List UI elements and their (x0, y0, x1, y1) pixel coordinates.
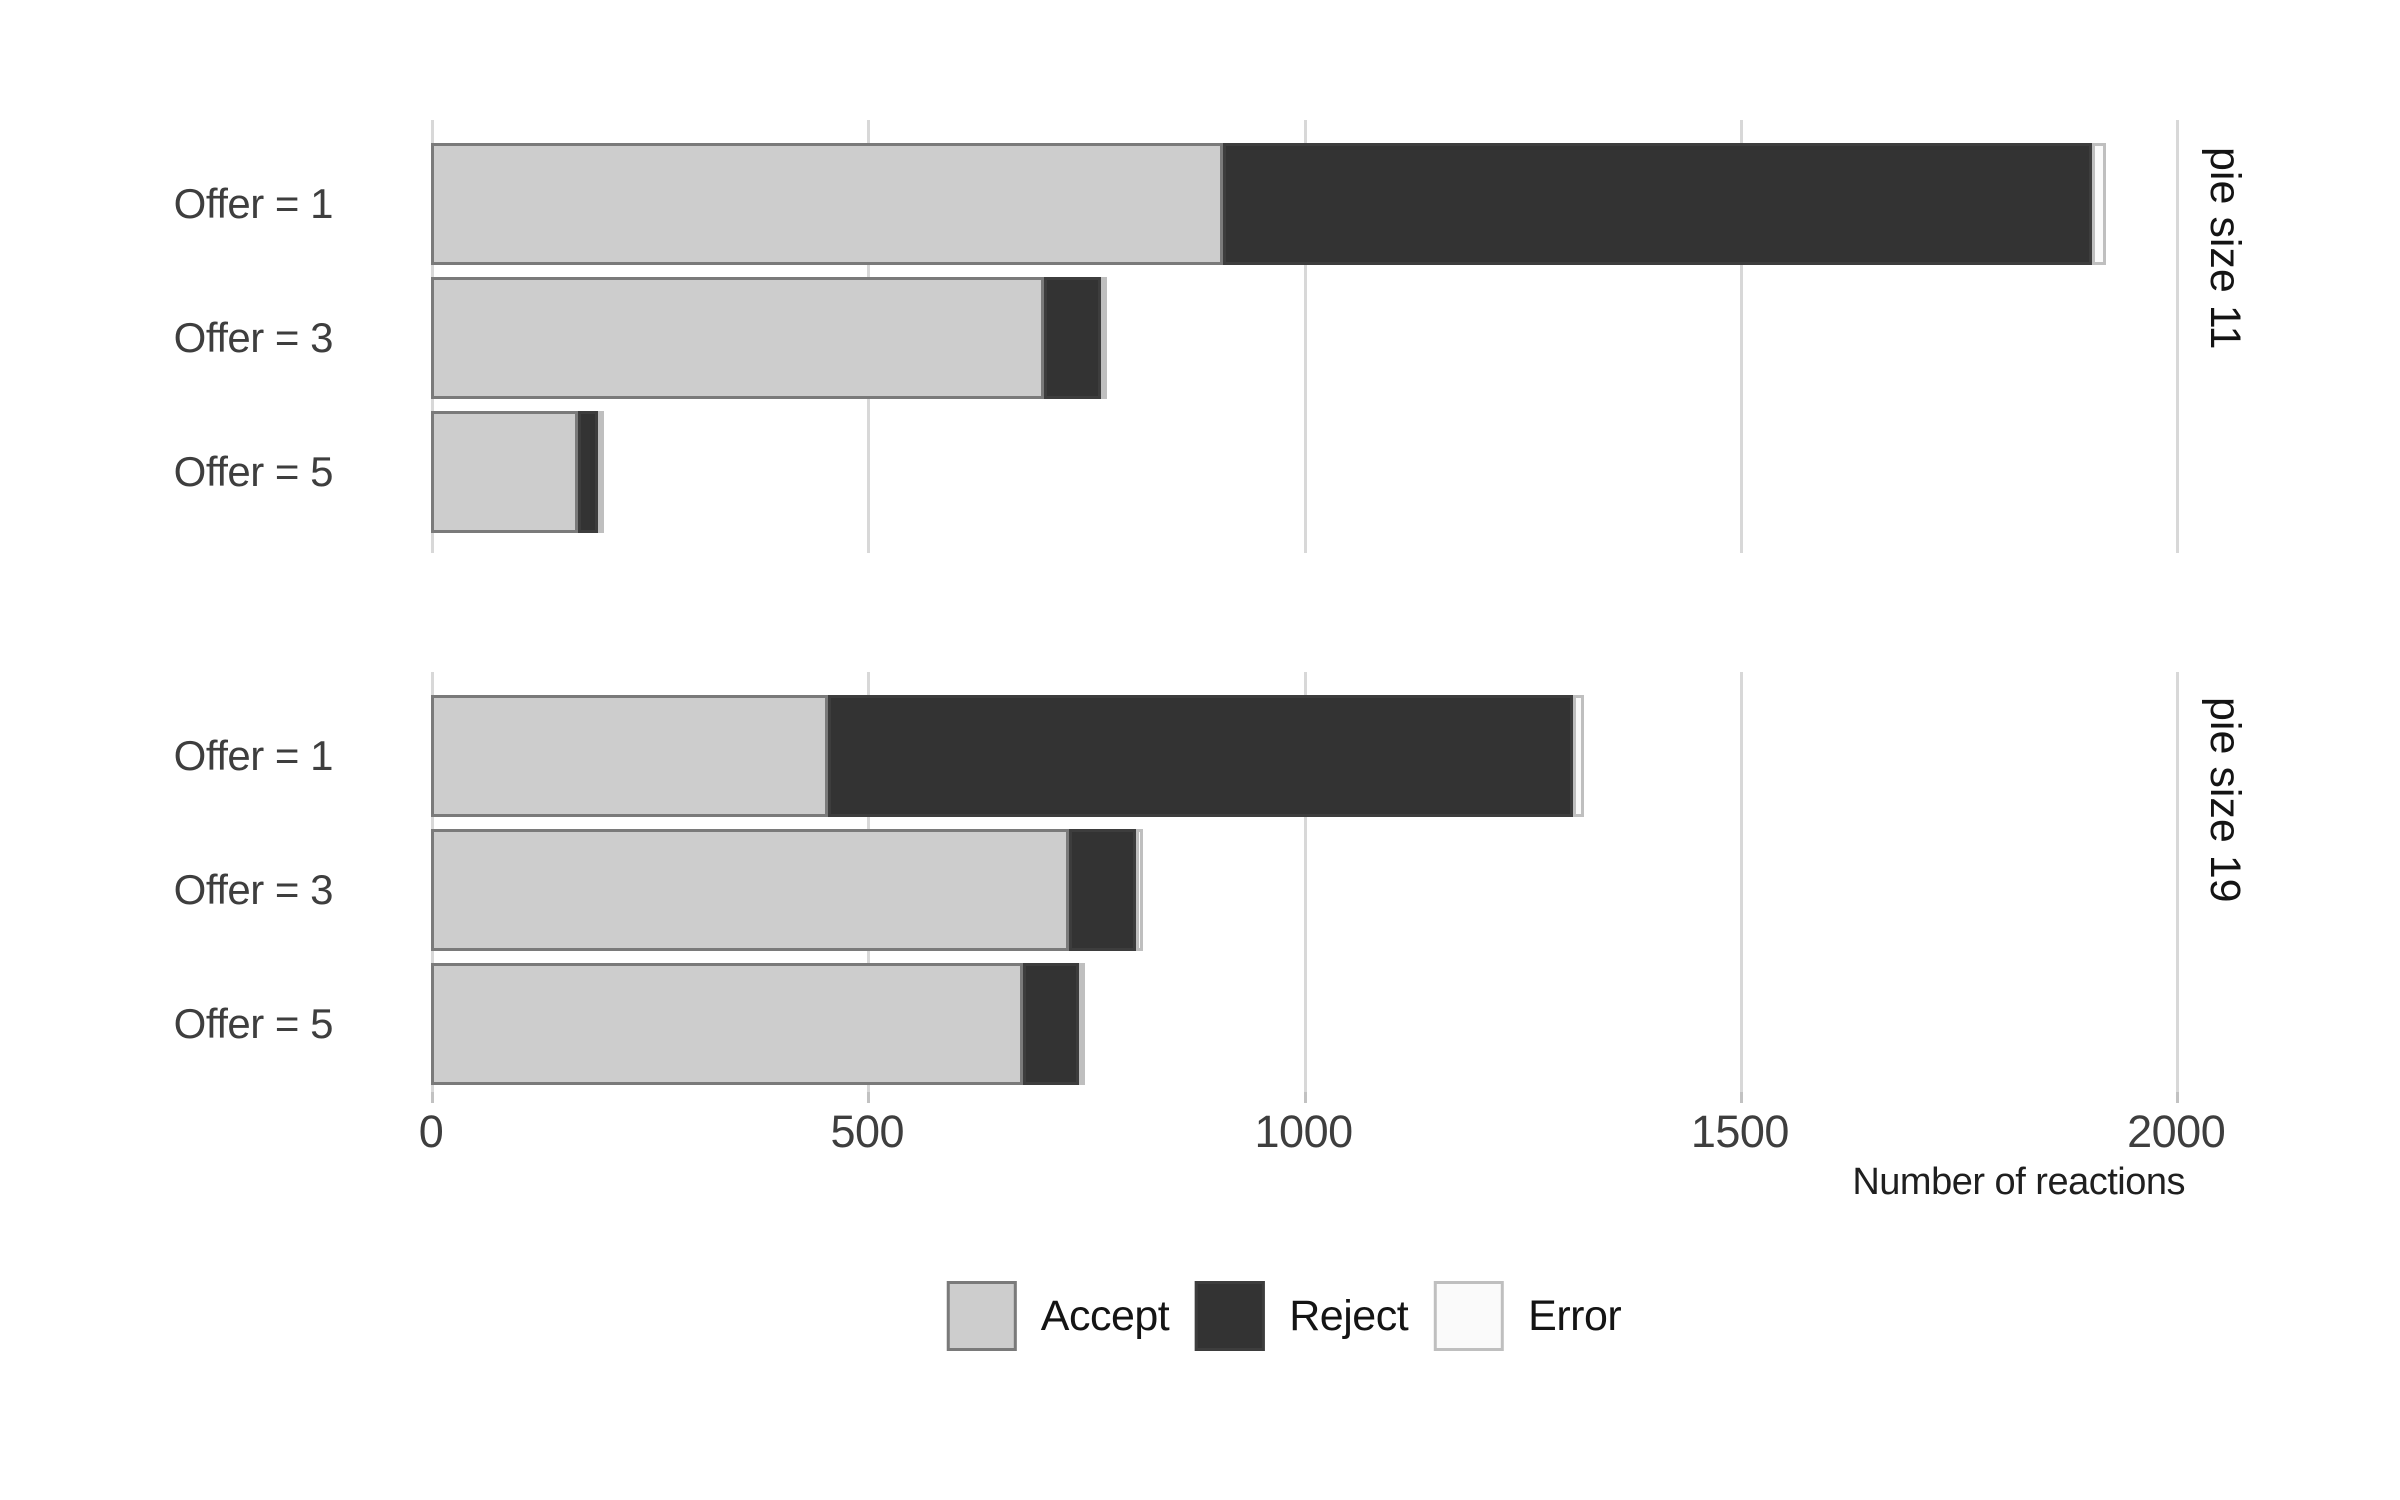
legend: Accept Reject Error (946, 1281, 1622, 1351)
facet-strip-label: pie size 19 (2201, 697, 2249, 903)
x-tick-label: 1000 (1254, 1106, 1354, 1157)
segment-error (2091, 143, 2106, 265)
panel-pie-size-19 (431, 672, 2221, 1092)
x-tick-mark (1739, 1092, 1743, 1103)
x-tick-label: 1500 (1690, 1106, 1790, 1157)
segment-accept (431, 277, 1045, 399)
legend-label: Reject (1289, 1292, 1409, 1340)
panel-pie-size-11 (431, 120, 2221, 553)
facet-strip-label: pie size 11 (2201, 147, 2249, 350)
gridline-x-1000 (1303, 120, 1307, 553)
y-axis-label: Offer = 3 (173, 866, 334, 913)
segment-error (1079, 963, 1086, 1085)
gridline-x-2000 (2176, 120, 2180, 553)
legend-label: Error (1528, 1292, 1622, 1340)
y-axis-label: Offer = 5 (173, 448, 334, 495)
accept-swatch (946, 1281, 1017, 1351)
x-tick-mark (431, 1092, 434, 1103)
y-axis-label: Offer = 1 (173, 180, 334, 227)
error-swatch (1434, 1281, 1505, 1351)
segment-accept (431, 963, 1024, 1085)
legend-item-accept: Accept (946, 1281, 1170, 1351)
x-tick-label: 0 (418, 1106, 444, 1157)
segment-error (597, 411, 604, 533)
segment-reject (828, 695, 1574, 817)
gridline-x-1000 (1303, 672, 1307, 1092)
segment-reject (1223, 143, 2092, 265)
x-tick-label: 2000 (2127, 1106, 2226, 1157)
segment-reject (1068, 829, 1137, 951)
y-axis-label: Offer = 1 (173, 732, 334, 779)
x-tick-mark (1303, 1092, 1307, 1103)
segment-reject (577, 411, 598, 533)
gridline-x-1500 (1739, 672, 1743, 1092)
segment-reject (1044, 277, 1102, 399)
segment-accept (431, 143, 1224, 265)
segment-accept (431, 695, 829, 817)
segment-error (1573, 695, 1584, 817)
segment-accept (431, 829, 1069, 951)
y-axis-label: Offer = 5 (173, 1000, 334, 1047)
segment-error (1101, 277, 1108, 399)
legend-item-error: Error (1434, 1281, 1622, 1351)
segment-reject (1023, 963, 1080, 1085)
legend-item-reject: Reject (1195, 1281, 1409, 1351)
x-axis-title: Number of reactions (1852, 1161, 2185, 1203)
gridline-x-2000 (2176, 672, 2180, 1092)
x-tick-label: 500 (830, 1106, 905, 1157)
x-tick-mark (867, 1092, 871, 1103)
reject-swatch (1195, 1281, 1266, 1351)
x-tick-mark (2176, 1092, 2180, 1103)
y-axis-label: Offer = 3 (173, 314, 334, 361)
segment-error (1136, 829, 1144, 951)
gridline-x-1500 (1739, 120, 1743, 553)
segment-accept (431, 411, 578, 533)
legend-label: Accept (1040, 1292, 1170, 1340)
